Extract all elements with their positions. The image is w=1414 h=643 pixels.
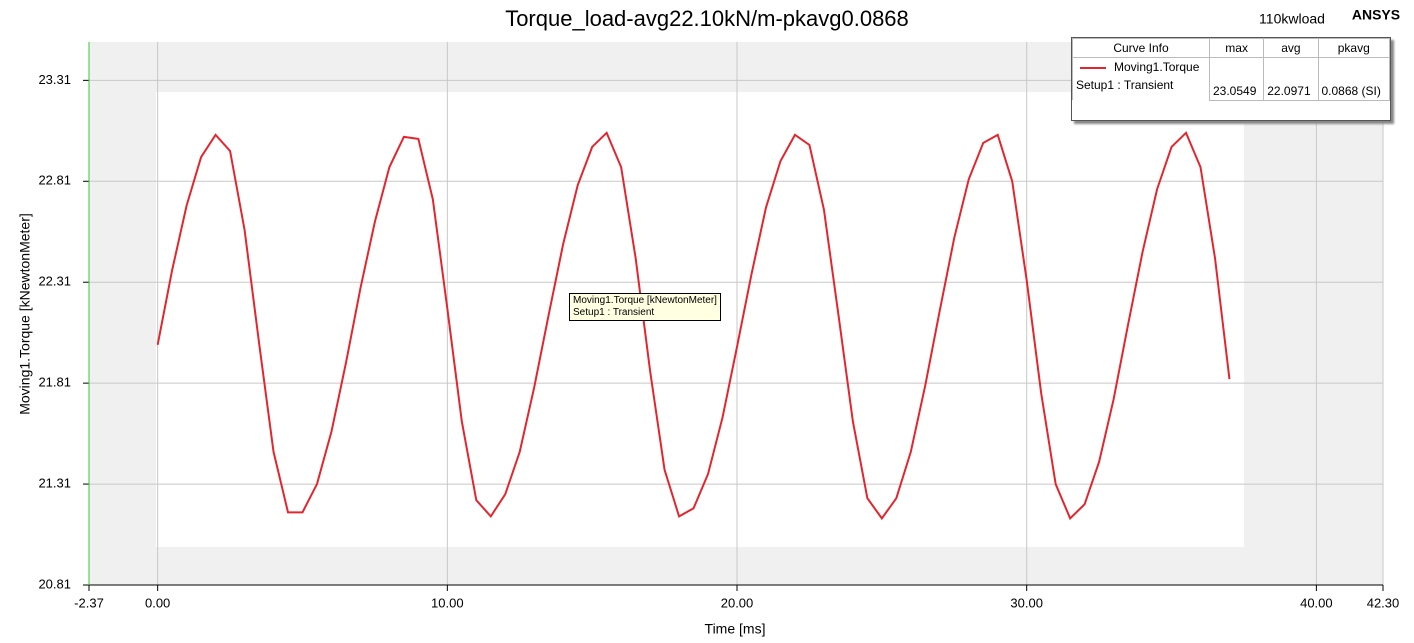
corner-text: 110kwload — [1259, 11, 1325, 27]
curve-info-table: Curve Info max avg pkavg Moving1.Torque … — [1072, 38, 1390, 101]
x-tick-label: 42.30 — [1367, 595, 1400, 610]
legend-label: Moving1.Torque — [1114, 60, 1200, 74]
header: pkavg — [1317, 38, 1390, 58]
y-tick-label: 20.81 — [38, 576, 71, 591]
x-tick-label: 20.00 — [721, 595, 754, 610]
avg: 22.0971 — [1263, 57, 1319, 101]
plot-area — [88, 42, 1384, 586]
pkavg: 0.0868 (SI) — [1317, 57, 1390, 101]
y-tick-label: 23.31 — [38, 72, 71, 87]
y-axis-label: Moving1.Torque [kNewtonMeter] — [17, 213, 33, 415]
y-tick-label: 21.31 — [38, 476, 71, 491]
x-tick-label: 10.00 — [431, 595, 464, 610]
x-tick-label: 0.00 — [145, 595, 170, 610]
header: Curve Info — [1072, 38, 1210, 58]
max: 23.0549 — [1208, 57, 1265, 101]
chart-title: Torque_load-avg22.10kN/m-pkavg0.0868 — [505, 6, 909, 31]
header-row: Curve Info max avg pkavg — [1072, 38, 1390, 58]
x-tick-label: -2.37 — [74, 595, 104, 610]
y-tick-label: 22.81 — [38, 173, 71, 188]
x-axis-label: Time [ms] — [705, 621, 766, 637]
y-tick-label: 21.81 — [38, 375, 71, 390]
y-tick-label: 22.31 — [38, 274, 71, 289]
curve-cell: Moving1.Torque Setup1 : Transient — [1072, 57, 1210, 100]
tooltip-line: Setup1 : Transient — [573, 307, 655, 318]
tooltip: Moving1.Torque [kNewtonMeter] Setup1 : T… — [569, 293, 721, 321]
legend-swatch — [1080, 66, 1106, 69]
header: avg — [1263, 38, 1319, 58]
solution: Setup1 : Transient — [1076, 78, 1174, 92]
brand: ANSYS — [1352, 7, 1400, 23]
curve-info: Curve Info max avg pkavg Moving1.Torque … — [1071, 37, 1391, 121]
x-tick-label: 40.00 — [1300, 595, 1333, 610]
header: max — [1208, 38, 1265, 58]
curve-row: Moving1.Torque Setup1 : Transient 23.054… — [1072, 57, 1390, 101]
series-line — [156, 131, 1231, 521]
x-tick-label: 30.00 — [1010, 595, 1043, 610]
legend-entry: Moving1.Torque — [1076, 60, 1206, 74]
tooltip-line: Moving1.Torque [kNewtonMeter] — [573, 295, 717, 306]
